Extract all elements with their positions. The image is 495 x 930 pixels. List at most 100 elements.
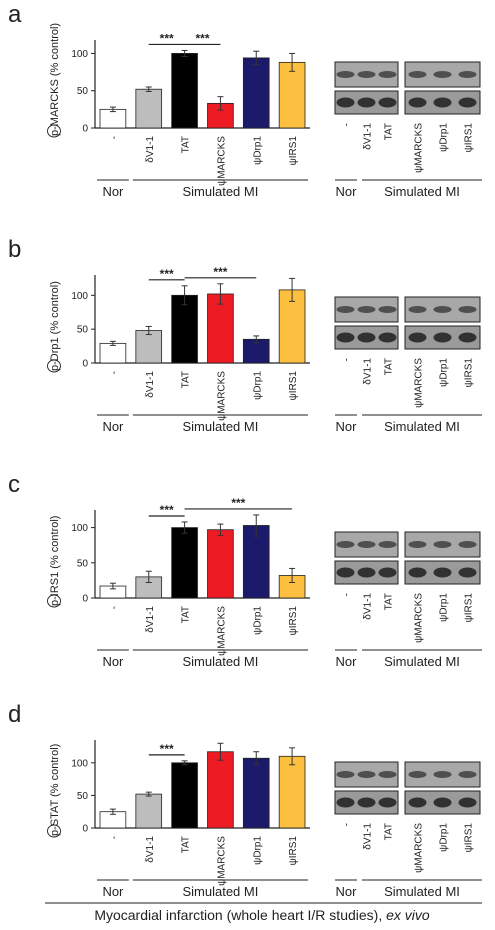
panel-letter: a <box>8 1 22 28</box>
blot-band <box>336 332 355 343</box>
blot-band <box>336 306 355 313</box>
y-tick-label: 100 <box>71 49 88 60</box>
x-tick-label: ψMARCKS <box>216 371 227 421</box>
blot-band <box>378 332 397 343</box>
blot-band <box>408 97 427 108</box>
blot-band <box>378 97 397 108</box>
blot-band <box>408 306 427 313</box>
blot-lane-label: ψIRS1 <box>464 593 475 623</box>
blot-lane-label: TAT <box>384 123 395 140</box>
blot-band <box>336 797 355 808</box>
blot-band <box>458 567 477 578</box>
x-tick-label: ψMARCKS <box>216 136 227 186</box>
blot-lane-label: ψMARCKS <box>414 358 425 408</box>
x-tick-label: ψMARCKS <box>216 606 227 656</box>
blot-group-label: Simulated MI <box>384 419 460 434</box>
x-tick-label: ψMARCKS <box>216 836 227 886</box>
x-tick-label: ψIRS1 <box>288 836 299 866</box>
y-tick-label: 50 <box>77 325 89 336</box>
significance-label: *** <box>160 503 174 517</box>
significance-label: *** <box>160 31 174 45</box>
bar <box>171 294 198 364</box>
y-tick-label: 100 <box>71 291 88 302</box>
blot-band <box>357 306 376 313</box>
x-tick-label: δV1-1 <box>145 606 156 633</box>
blot-lane-label: - <box>342 358 353 361</box>
footer: Myocardial infarction (whole heart I/R s… <box>94 907 430 923</box>
x-tick-label: - <box>109 836 120 839</box>
bar <box>99 342 127 364</box>
blot-lane-label: - <box>342 823 353 826</box>
x-tick-label: TAT <box>181 136 192 153</box>
blot-band <box>433 97 452 108</box>
x-tick-label: - <box>109 371 120 374</box>
blot-band <box>433 797 452 808</box>
panel-letter: b <box>8 236 21 263</box>
y-tick-label: 50 <box>77 791 89 802</box>
blot-band <box>357 332 376 343</box>
x-tick-label: δV1-1 <box>145 836 156 863</box>
bar <box>171 53 198 129</box>
y-tick-label: 0 <box>82 824 88 835</box>
blot-group-label: Simulated MI <box>384 884 460 899</box>
x-tick-label: TAT <box>181 371 192 388</box>
y-tick-label: 0 <box>82 594 88 605</box>
group-label: Nor <box>102 884 124 899</box>
blot-band <box>336 97 355 108</box>
blot-lane-label: TAT <box>384 823 395 840</box>
blot-lane-label: δV1-1 <box>363 123 374 150</box>
blot-band <box>357 71 376 78</box>
p-circle <box>47 124 61 138</box>
blot-band <box>433 567 452 578</box>
group-label: Nor <box>102 654 124 669</box>
blot-band <box>433 771 452 778</box>
blot-band <box>458 541 477 548</box>
blot-band <box>378 797 397 808</box>
blot-band <box>357 541 376 548</box>
blot-band <box>357 97 376 108</box>
blot-lane-label: δV1-1 <box>363 823 374 850</box>
blot-lane-label: ψMARCKS <box>414 593 425 643</box>
p-circle <box>47 824 61 838</box>
bar <box>278 61 306 129</box>
y-axis-label: p-MARCKS (% control) <box>49 23 61 136</box>
x-tick-label: - <box>109 606 120 609</box>
panel-letter: d <box>8 701 21 728</box>
blot-band <box>458 306 477 313</box>
y-axis-label: p-Drp1 (% control) <box>49 281 61 371</box>
blot-group-label: Simulated MI <box>384 654 460 669</box>
footer-text: Myocardial infarction (whole heart I/R s… <box>94 907 382 923</box>
blot-band <box>336 771 355 778</box>
bar <box>207 751 234 829</box>
group-label: Simulated MI <box>182 419 258 434</box>
bar <box>207 293 234 364</box>
x-tick-label: ψIRS1 <box>288 136 299 166</box>
y-tick-label: 50 <box>77 558 89 569</box>
blot-band <box>458 332 477 343</box>
bar <box>207 529 234 599</box>
blot-lane-label: ψMARCKS <box>414 123 425 173</box>
blot-band <box>408 567 427 578</box>
y-tick-label: 50 <box>77 86 89 97</box>
blot-lane-label: ψIRS1 <box>464 823 475 853</box>
blot-lane-label: ψIRS1 <box>464 358 475 388</box>
bar <box>278 755 306 829</box>
blot-lane-label: ψIRS1 <box>464 123 475 153</box>
blot-band <box>408 71 427 78</box>
x-tick-label: ψDrp1 <box>252 371 263 400</box>
blot-band <box>357 567 376 578</box>
blot-band <box>336 567 355 578</box>
y-tick-label: 0 <box>82 359 88 370</box>
blot-group-label: Nor <box>336 654 358 669</box>
blot-band <box>336 71 355 78</box>
blot-lane-label: ψMARCKS <box>414 823 425 873</box>
blot-lane-label: - <box>342 123 353 126</box>
blot-band <box>408 771 427 778</box>
x-tick-label: δV1-1 <box>145 371 156 398</box>
group-label: Simulated MI <box>182 884 258 899</box>
bar <box>242 57 270 129</box>
blot-lane-label: δV1-1 <box>363 593 374 620</box>
blot-lane-label: TAT <box>384 593 395 610</box>
y-tick-label: 100 <box>71 758 88 769</box>
